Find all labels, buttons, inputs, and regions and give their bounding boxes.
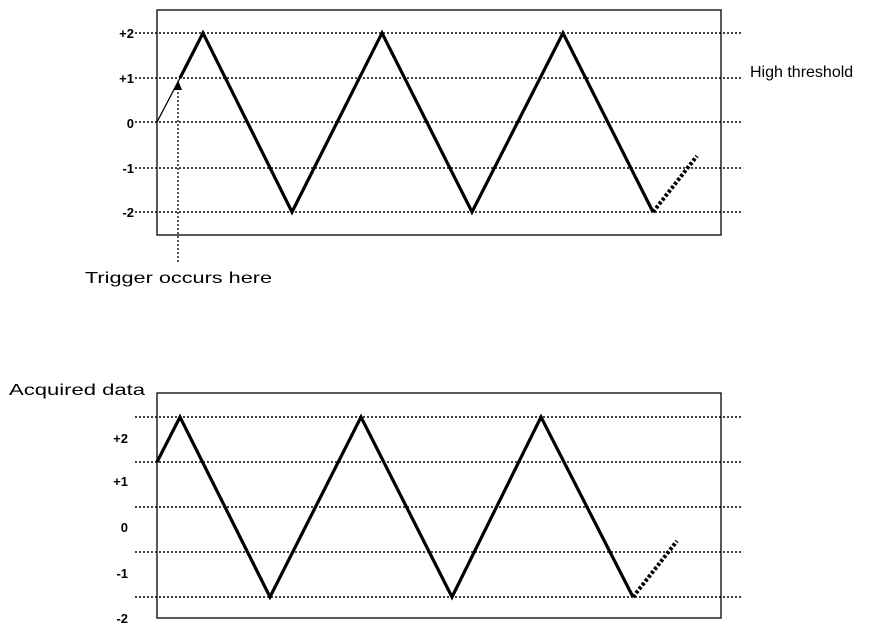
bottom-ylabel-minus1: -1 [116,566,128,581]
acquired-data-title: Acquired data [9,382,145,399]
top-ylabel-plus2: +2 [119,26,134,41]
bottom-panel-frame [156,392,722,619]
bottom-ylabel-minus2: -2 [116,611,128,626]
top-waveform-continuation [651,154,699,214]
trigger-arrow-icon [174,80,182,90]
trigger-label: Trigger occurs here [85,270,272,287]
bottom-ylabel-zero: 0 [121,520,128,535]
bottom-waveform-continuation [631,539,679,599]
top-waveform [178,29,655,216]
top-ylabel-plus1: +1 [119,71,134,86]
high-threshold-label: High threshold [750,64,853,81]
bottom-waveform [155,413,635,601]
top-ylabel-minus2: -2 [122,205,134,220]
bottom-ylabel-plus2: +2 [113,431,128,446]
bottom-ylabel-plus1: +1 [113,474,128,489]
top-panel: +2 +1 0 -1 -2 High threshold Trigger occ… [85,9,853,287]
bottom-panel: Acquired data +2 +1 0 -1 -2 [9,382,742,626]
top-ylabel-minus1: -1 [122,161,134,176]
top-ylabel-zero: 0 [127,116,134,131]
